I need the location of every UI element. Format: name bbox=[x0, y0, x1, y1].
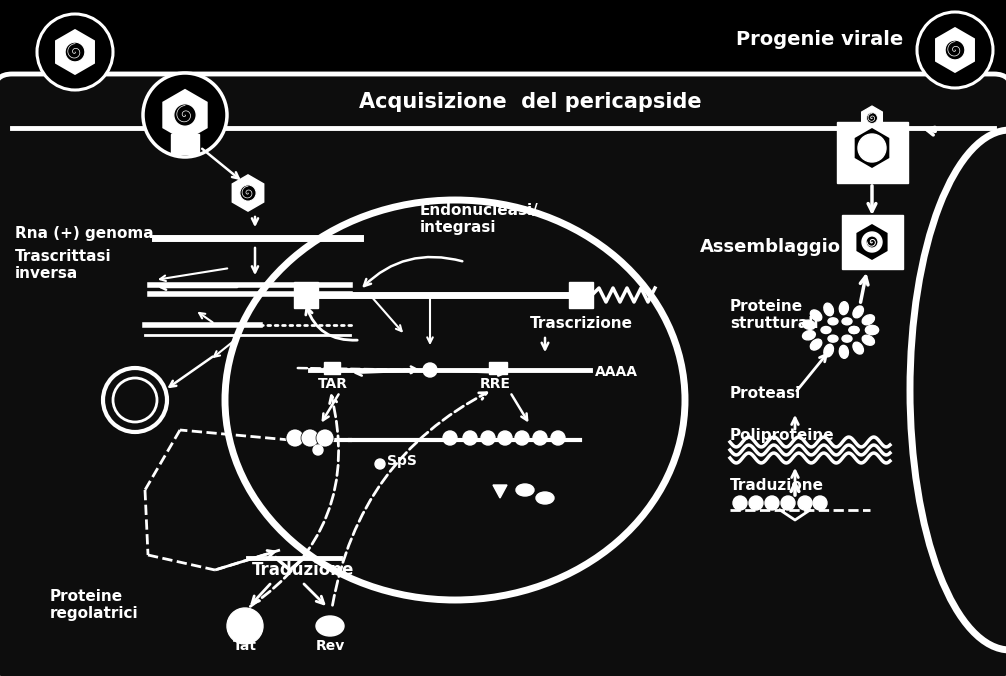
Text: Trascrittasi
inversa: Trascrittasi inversa bbox=[15, 249, 112, 281]
Ellipse shape bbox=[842, 335, 852, 342]
Text: Tat: Tat bbox=[233, 639, 257, 653]
Circle shape bbox=[798, 496, 812, 510]
Text: AAAA: AAAA bbox=[595, 365, 638, 379]
Circle shape bbox=[862, 232, 882, 252]
Ellipse shape bbox=[536, 492, 554, 504]
Ellipse shape bbox=[821, 327, 831, 333]
Ellipse shape bbox=[803, 331, 815, 340]
Polygon shape bbox=[855, 128, 889, 168]
Ellipse shape bbox=[865, 326, 878, 335]
Circle shape bbox=[765, 496, 779, 510]
Text: RRE: RRE bbox=[480, 377, 511, 391]
Ellipse shape bbox=[849, 327, 859, 333]
FancyBboxPatch shape bbox=[837, 122, 908, 183]
Ellipse shape bbox=[828, 318, 838, 325]
Circle shape bbox=[481, 431, 495, 445]
Circle shape bbox=[286, 429, 304, 447]
Circle shape bbox=[174, 103, 196, 126]
Text: Acquisizione  del pericapside: Acquisizione del pericapside bbox=[359, 92, 701, 112]
Ellipse shape bbox=[853, 306, 863, 318]
FancyBboxPatch shape bbox=[489, 362, 507, 374]
Circle shape bbox=[239, 185, 257, 201]
Text: Proteasi: Proteasi bbox=[730, 386, 801, 401]
Circle shape bbox=[227, 608, 263, 644]
Circle shape bbox=[37, 14, 113, 90]
Circle shape bbox=[781, 496, 795, 510]
Circle shape bbox=[866, 236, 878, 248]
Text: Endonucleasi/
integrasi: Endonucleasi/ integrasi bbox=[420, 203, 539, 235]
Text: Assemblaggio: Assemblaggio bbox=[700, 238, 841, 256]
Circle shape bbox=[375, 459, 385, 469]
Circle shape bbox=[515, 431, 529, 445]
Ellipse shape bbox=[849, 327, 859, 333]
Text: Poliproteine: Poliproteine bbox=[730, 428, 835, 443]
Circle shape bbox=[316, 429, 334, 447]
Circle shape bbox=[533, 431, 547, 445]
Polygon shape bbox=[856, 224, 887, 260]
Circle shape bbox=[858, 134, 886, 162]
Ellipse shape bbox=[865, 326, 878, 335]
Ellipse shape bbox=[824, 303, 833, 316]
Circle shape bbox=[443, 431, 457, 445]
Ellipse shape bbox=[862, 315, 874, 324]
Ellipse shape bbox=[853, 342, 863, 354]
Text: SpS: SpS bbox=[387, 454, 416, 468]
Circle shape bbox=[945, 40, 965, 60]
Circle shape bbox=[866, 113, 877, 124]
FancyBboxPatch shape bbox=[324, 362, 340, 374]
Ellipse shape bbox=[811, 339, 822, 350]
Ellipse shape bbox=[842, 318, 852, 325]
Text: Proteine
regolatrici: Proteine regolatrici bbox=[50, 589, 139, 621]
Circle shape bbox=[65, 42, 85, 62]
Text: Traduzione: Traduzione bbox=[252, 561, 354, 579]
FancyBboxPatch shape bbox=[171, 134, 199, 154]
Ellipse shape bbox=[803, 320, 815, 329]
FancyBboxPatch shape bbox=[842, 215, 903, 269]
Circle shape bbox=[313, 445, 323, 455]
Circle shape bbox=[463, 431, 477, 445]
Polygon shape bbox=[232, 175, 264, 211]
Ellipse shape bbox=[862, 335, 874, 345]
Circle shape bbox=[423, 363, 437, 377]
Text: Traduzione: Traduzione bbox=[730, 478, 824, 493]
FancyBboxPatch shape bbox=[0, 74, 1006, 676]
Polygon shape bbox=[493, 485, 507, 498]
Ellipse shape bbox=[828, 335, 838, 342]
Ellipse shape bbox=[839, 345, 848, 358]
Polygon shape bbox=[163, 90, 206, 140]
Circle shape bbox=[749, 496, 763, 510]
Ellipse shape bbox=[839, 301, 848, 314]
Circle shape bbox=[301, 429, 319, 447]
Circle shape bbox=[813, 496, 827, 510]
Text: TAR: TAR bbox=[318, 377, 348, 391]
Circle shape bbox=[498, 431, 512, 445]
Text: Proteine
strutturali: Proteine strutturali bbox=[730, 299, 819, 331]
Polygon shape bbox=[861, 106, 882, 130]
Circle shape bbox=[143, 73, 227, 157]
Circle shape bbox=[733, 496, 747, 510]
Ellipse shape bbox=[824, 344, 833, 357]
Polygon shape bbox=[56, 30, 94, 74]
Circle shape bbox=[551, 431, 565, 445]
Text: Trascrizione: Trascrizione bbox=[530, 316, 633, 331]
Ellipse shape bbox=[811, 310, 822, 321]
Polygon shape bbox=[936, 28, 974, 72]
Ellipse shape bbox=[516, 484, 534, 496]
FancyBboxPatch shape bbox=[294, 282, 318, 308]
FancyBboxPatch shape bbox=[569, 282, 593, 308]
Text: Progenie virale: Progenie virale bbox=[736, 30, 903, 49]
Circle shape bbox=[917, 12, 993, 88]
Text: Rna (+) genoma: Rna (+) genoma bbox=[15, 226, 154, 241]
Text: Rev: Rev bbox=[315, 639, 345, 653]
Ellipse shape bbox=[316, 616, 344, 636]
